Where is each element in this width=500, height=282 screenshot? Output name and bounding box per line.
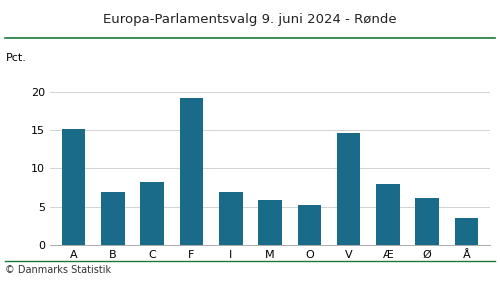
Bar: [219, 191, 242, 245]
Bar: [140, 182, 164, 245]
Bar: [101, 192, 124, 245]
Bar: [180, 98, 203, 245]
Bar: [62, 129, 86, 245]
Bar: [376, 184, 400, 245]
Bar: [416, 199, 439, 245]
Text: Europa-Parlamentsvalg 9. juni 2024 - Rønde: Europa-Parlamentsvalg 9. juni 2024 - Røn…: [103, 13, 397, 26]
Text: Pct.: Pct.: [6, 53, 27, 63]
Bar: [454, 218, 478, 245]
Text: © Danmarks Statistik: © Danmarks Statistik: [5, 265, 111, 275]
Bar: [258, 200, 282, 245]
Bar: [298, 204, 321, 245]
Bar: [337, 133, 360, 245]
